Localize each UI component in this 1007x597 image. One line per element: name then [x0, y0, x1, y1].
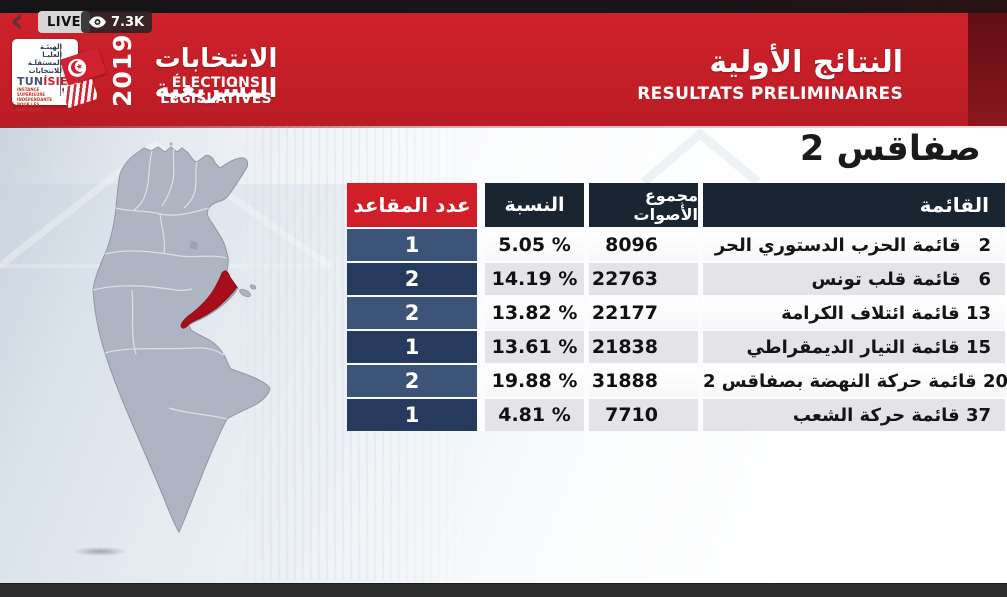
- percentage-cell: 19.88 %: [477, 363, 584, 397]
- isie-org-name-french: INSTANCE SUPERIEURE INDEPENDANTE POUR LE…: [17, 87, 53, 112]
- list-name-cell: 2 قائمة الحزب الدستوري الحر: [698, 227, 1005, 261]
- table-row: 1 5.05 % 8096 2 قائمة الحزب الدستوري الح…: [347, 227, 1005, 261]
- results-title-french: RESULTATS PRELIMINAIRES: [637, 84, 903, 104]
- top-black-bar: [0, 0, 1007, 13]
- results-title-arabic: النتائج الأولية: [709, 45, 903, 80]
- seats-cell: 1: [347, 329, 477, 363]
- votes-cell: 22177: [584, 295, 698, 329]
- map-shadow: [62, 545, 138, 558]
- seats-cell: 2: [347, 295, 477, 329]
- votes-cell: 8096: [584, 227, 698, 261]
- table-row: 1 4.81 % 7710 37 قائمة حركة الشعب: [347, 397, 1005, 431]
- list-name: قائمة الحزب الدستوري الحر: [714, 234, 961, 256]
- live-label: LIVE: [47, 14, 82, 30]
- votes-cell: 22763: [584, 261, 698, 295]
- votes-cell: 21838: [584, 329, 698, 363]
- percentage-cell: 14.19 %: [477, 261, 584, 295]
- header-percentage: النسبة: [477, 183, 584, 227]
- list-name-cell: 15 قائمة التيار الديمقراطي: [698, 329, 1005, 363]
- region-title: صفاقس 2: [799, 129, 981, 169]
- table-row: 2 19.88 % 31888 20 قائمة حركة النهضة بصف…: [347, 363, 1007, 397]
- header-list: القائمة: [698, 183, 1005, 227]
- seats-cell: 2: [347, 261, 477, 295]
- header-banner: الهيئـة العليـا المستقلـة للانتخابات TUN…: [0, 13, 1007, 128]
- list-name-cell: 6 قائمة قلب تونس: [698, 261, 1005, 295]
- list-number: 13: [965, 302, 991, 324]
- isie-brand-wordmark: TUNÍSIE: [17, 75, 68, 88]
- list-name-cell: 37 قائمة حركة الشعب: [698, 397, 1005, 431]
- list-name: قائمة حركة النهضة بصفاقس 2: [703, 370, 977, 392]
- percentage-cell: 4.81 %: [477, 397, 584, 431]
- header-votes: مجموع الأصوات: [584, 183, 698, 227]
- tunisia-outline: [92, 146, 271, 533]
- list-number: 20: [982, 370, 1007, 392]
- seats-cell: 1: [347, 227, 477, 261]
- percentage-cell: 5.05 %: [477, 227, 584, 261]
- list-name-cell: 20 قائمة حركة النهضة بصفاقس 2: [698, 363, 1007, 397]
- tunisia-map: [92, 142, 271, 533]
- backdrop-diagonal-watermark: [641, 128, 761, 186]
- live-badge[interactable]: LIVE: [38, 11, 91, 33]
- table-body: 1 5.05 % 8096 2 قائمة الحزب الدستوري الح…: [347, 227, 1007, 431]
- back-chevron-icon[interactable]: ‹: [9, 1, 24, 41]
- table-row: 2 14.19 % 22763 6 قائمة قلب تونس: [347, 261, 1005, 295]
- list-name: قائمة التيار الديمقراطي: [746, 336, 960, 358]
- table-header-row: عدد المقاعد النسبة مجموع الأصوات القائمة: [347, 183, 1005, 227]
- seats-cell: 1: [347, 397, 477, 431]
- list-number: 6: [978, 268, 991, 290]
- list-number: 2: [978, 234, 991, 256]
- small-lake: [190, 241, 198, 250]
- list-number: 15: [965, 336, 991, 358]
- banner-title-arabic: الانتخابات التشريعية: [154, 44, 278, 104]
- table-row: 2 13.82 % 22177 13 قائمة ائتلاف الكرامة: [347, 295, 1005, 329]
- bottom-black-bar: [0, 583, 1007, 597]
- banner-title-french: ÉLECTIONS LÉGISLATIVES: [160, 75, 272, 107]
- viewer-count: 7.3K: [111, 14, 145, 30]
- viewer-count-badge: 7.3K: [81, 11, 153, 33]
- votes-cell: 7710: [584, 397, 698, 431]
- list-name: قائمة حركة الشعب: [792, 404, 960, 426]
- list-name: قائمة ائتلاف الكرامة: [781, 302, 960, 324]
- list-name-cell: 13 قائمة ائتلاف الكرامة: [698, 295, 1005, 329]
- eye-icon: [89, 16, 106, 28]
- kerkennah-islands: [239, 284, 257, 298]
- isie-org-name-arabic: الهيئـة العليـا المستقلـة للانتخابات: [27, 43, 62, 75]
- north-islet: [169, 142, 173, 146]
- header-seats: عدد المقاعد: [347, 183, 477, 227]
- table-row: 1 13.61 % 21838 15 قائمة التيار الديمقرا…: [347, 329, 1005, 363]
- percentage-cell: 13.61 %: [477, 329, 584, 363]
- governorate-borders: [92, 148, 243, 420]
- list-name: قائمة قلب تونس: [811, 268, 961, 290]
- results-table: عدد المقاعد النسبة مجموع الأصوات القائمة…: [347, 183, 1007, 431]
- logo-divider: [60, 44, 61, 96]
- votes-cell: 31888: [584, 363, 698, 397]
- seats-cell: 2: [347, 363, 477, 397]
- flag-circle: ★: [65, 56, 89, 80]
- banner-right-stripe: [968, 13, 1007, 126]
- list-number: 37: [965, 404, 991, 426]
- percentage-cell: 13.82 %: [477, 295, 584, 329]
- highlighted-region-sfax2: [180, 270, 238, 329]
- results-title-block: النتائج الأولية RESULTATS PRELIMINAIRES: [637, 45, 903, 105]
